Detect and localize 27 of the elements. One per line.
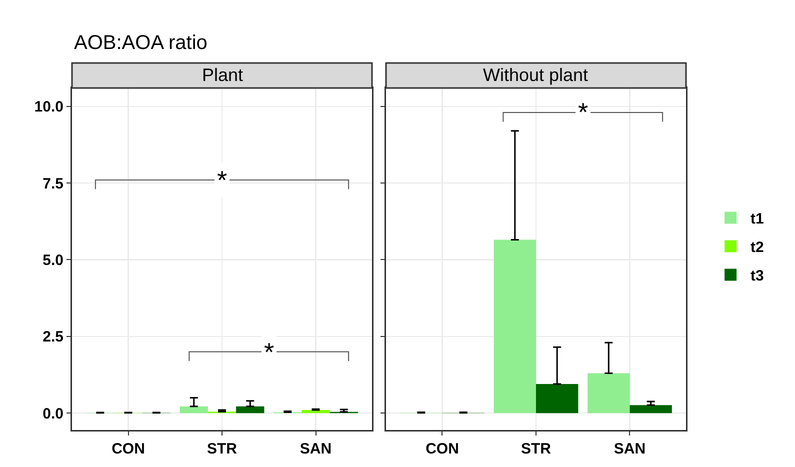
x-tick-label: STR bbox=[521, 440, 552, 458]
y-tick-label: 7.5 bbox=[42, 175, 64, 192]
bar bbox=[302, 410, 330, 414]
bar bbox=[630, 405, 672, 414]
bar bbox=[180, 406, 208, 414]
y-axis-title: AOB:AOA ratio bbox=[74, 32, 208, 54]
legend-label: t3 bbox=[750, 268, 764, 285]
bar bbox=[536, 384, 578, 414]
bar bbox=[494, 240, 536, 414]
x-tick-label: SAN bbox=[614, 440, 646, 458]
x-tick-label: STR bbox=[207, 440, 238, 458]
y-tick-label: 2.5 bbox=[42, 328, 64, 346]
legend-label: t1 bbox=[750, 210, 764, 228]
x-tick-label: CON bbox=[112, 440, 145, 458]
legend-label: t2 bbox=[750, 239, 764, 256]
annotation: * bbox=[264, 337, 274, 367]
x-tick-label: SAN bbox=[300, 440, 332, 458]
y-tick-label: 10.0 bbox=[34, 98, 64, 116]
y-tick-label: 0.0 bbox=[42, 405, 64, 422]
x-tick-label: CON bbox=[426, 440, 459, 458]
annotation: * bbox=[217, 165, 228, 195]
bar bbox=[236, 406, 264, 414]
annotation: * bbox=[578, 97, 588, 127]
chart-title: Without plant bbox=[483, 65, 588, 85]
y-tick-label: 5.0 bbox=[42, 252, 64, 269]
bar bbox=[588, 373, 630, 414]
chart-title: Plant bbox=[202, 65, 244, 85]
